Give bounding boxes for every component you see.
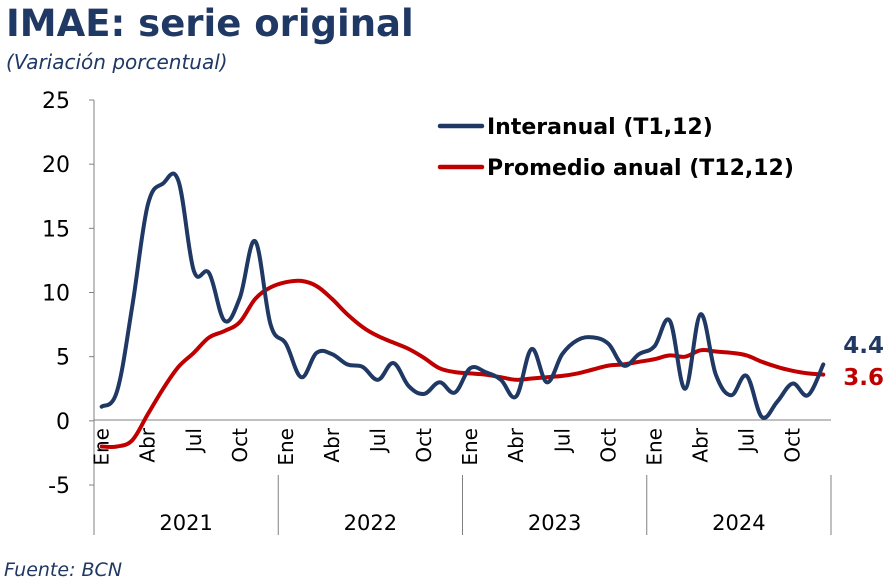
x-month-label: Jul [366,428,390,454]
x-month-label: Ene [458,428,482,466]
x-month-label: Oct [781,428,805,463]
series-line-interanual [99,171,826,420]
y-tick-label: 0 [56,410,70,435]
y-axis-ticks: -5 0 5 10 15 20 25 [42,89,94,499]
series-end-label: 4.4 [843,333,884,359]
chart-subtitle: (Variación porcentual) [6,50,228,74]
x-year-label: 2024 [712,511,765,535]
x-month-label: Ene [274,428,298,466]
series-lines [99,171,826,450]
y-tick-label: 20 [42,153,70,178]
source-note: Fuente: BCN [4,559,123,581]
x-month-label: Abr [320,427,344,462]
y-tick-label: 25 [42,89,70,114]
x-year-label: 2022 [344,511,397,535]
x-month-label: Oct [596,428,620,463]
chart-title: IMAE: serie original [6,2,414,45]
series-end-label: 3.6 [843,365,884,391]
y-tick-label: 10 [42,282,70,307]
x-month-label: Abr [504,427,528,462]
x-month-label: Abr [136,427,160,462]
x-month-label: Jul [182,428,206,454]
y-tick-label: 15 [42,217,70,242]
y-tick-label: -5 [48,474,70,499]
legend-label: Interanual (T1,12) [487,115,713,140]
legend-label: Promedio anual (T12,12) [487,156,794,181]
x-month-label: Oct [412,428,436,463]
x-year-label: 2021 [159,511,212,535]
chart-legend: Interanual (T1,12) Promedio anual (T12,12… [437,115,794,181]
x-year-label: 2023 [528,511,581,535]
x-month-label: Oct [228,428,252,463]
x-axis-ticks: Ene Abr Jul Oct Ene Abr Jul Oct Ene Abr Jul Oct Ene A… [90,427,805,535]
x-month-label: Abr [688,427,712,462]
end-labels: 4.43.6 [843,333,884,391]
x-month-label: Jul [735,428,759,454]
x-month-label: Jul [550,428,574,454]
x-month-label: Ene [642,428,666,466]
y-tick-label: 5 [56,346,70,371]
series-line-promedio [99,278,826,450]
